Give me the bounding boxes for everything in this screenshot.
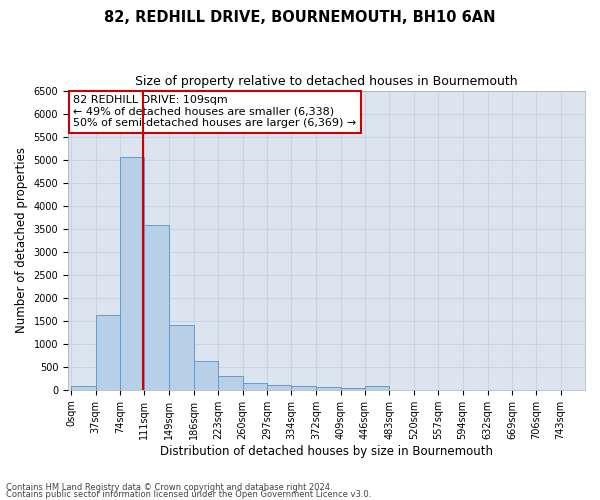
- Bar: [95, 315, 120, 390]
- Bar: [71, 386, 95, 390]
- Bar: [145, 226, 169, 390]
- Text: 82 REDHILL DRIVE: 109sqm
← 49% of detached houses are smaller (6,338)
50% of sem: 82 REDHILL DRIVE: 109sqm ← 49% of detach…: [73, 95, 356, 128]
- Bar: [169, 325, 194, 390]
- Bar: [194, 361, 218, 390]
- Bar: [242, 383, 267, 390]
- Bar: [341, 388, 365, 390]
- Bar: [291, 386, 316, 390]
- Text: 82, REDHILL DRIVE, BOURNEMOUTH, BH10 6AN: 82, REDHILL DRIVE, BOURNEMOUTH, BH10 6AN: [104, 10, 496, 25]
- Bar: [267, 385, 291, 390]
- X-axis label: Distribution of detached houses by size in Bournemouth: Distribution of detached houses by size …: [160, 444, 493, 458]
- Bar: [120, 157, 145, 390]
- Title: Size of property relative to detached houses in Bournemouth: Size of property relative to detached ho…: [135, 75, 518, 88]
- Text: Contains public sector information licensed under the Open Government Licence v3: Contains public sector information licen…: [6, 490, 371, 499]
- Text: Contains HM Land Registry data © Crown copyright and database right 2024.: Contains HM Land Registry data © Crown c…: [6, 484, 332, 492]
- Bar: [365, 386, 389, 390]
- Y-axis label: Number of detached properties: Number of detached properties: [15, 147, 28, 333]
- Bar: [316, 388, 341, 390]
- Bar: [218, 376, 242, 390]
